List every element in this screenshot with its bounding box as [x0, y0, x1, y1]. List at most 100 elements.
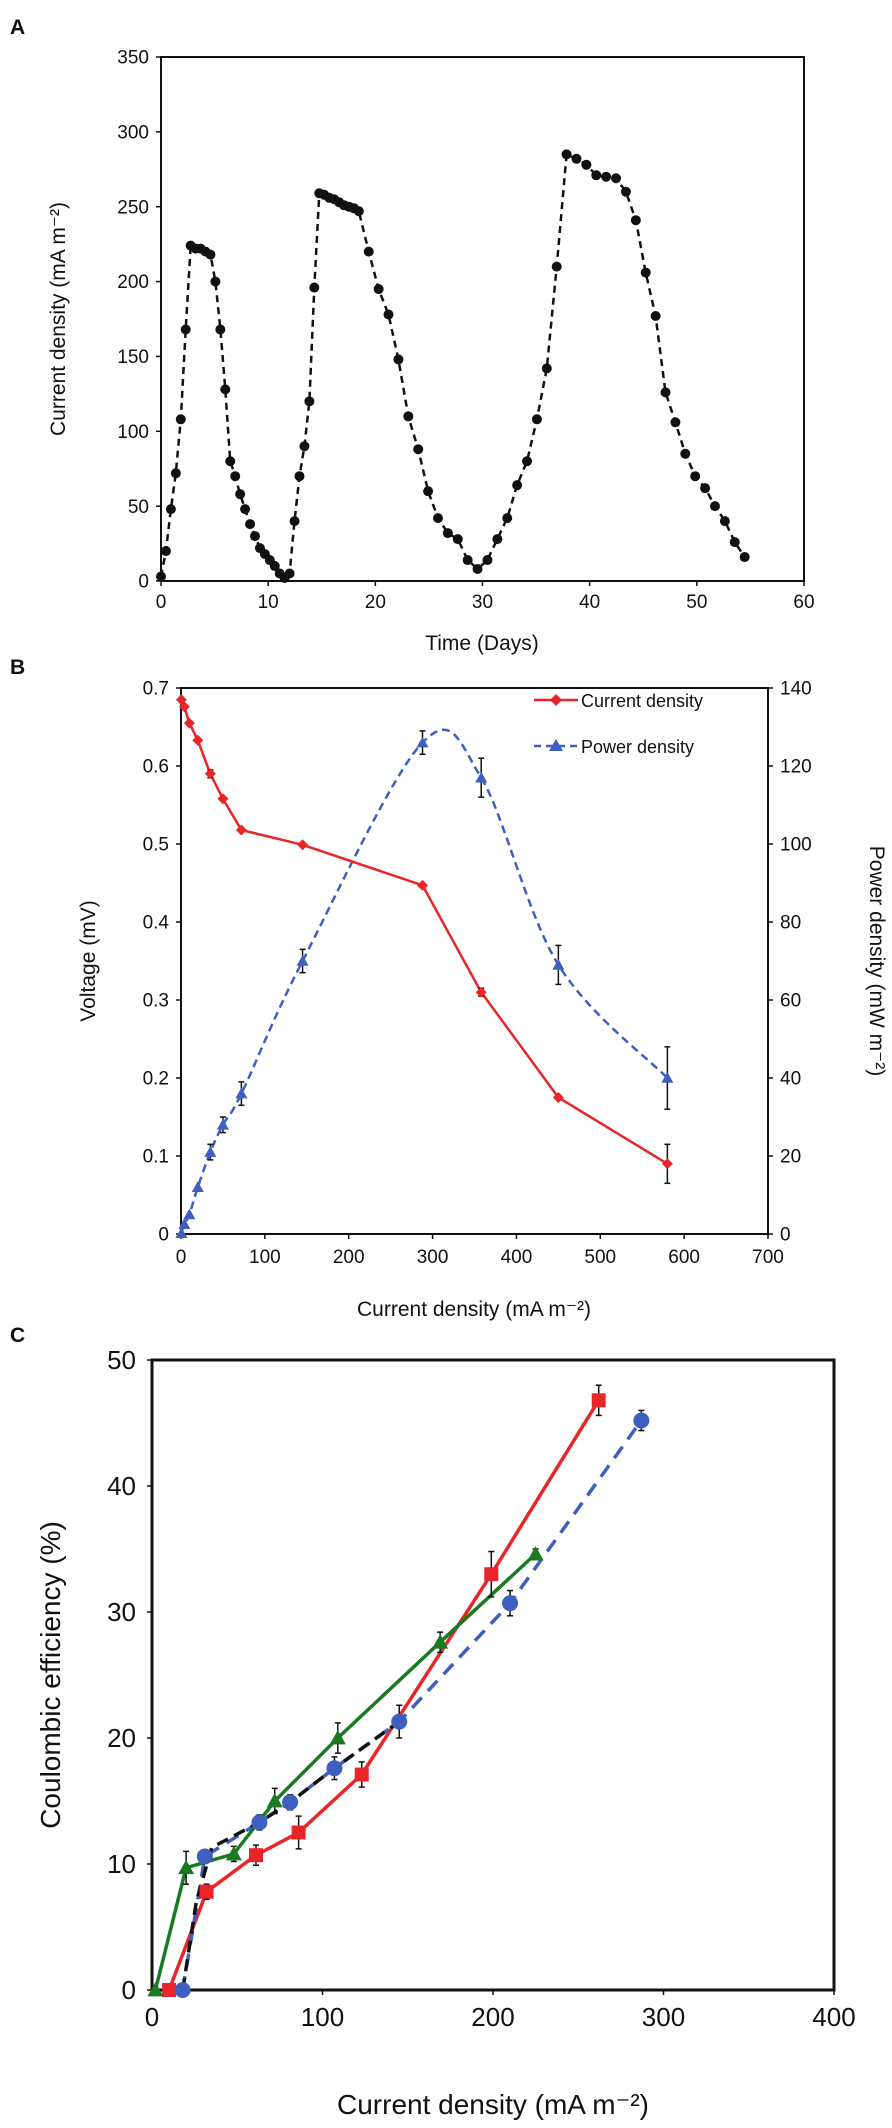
data-point	[294, 471, 305, 482]
chart-c-x-axis-label: Current density (mA m⁻²)	[337, 2089, 649, 2120]
data-point	[304, 396, 315, 407]
current-density-point	[417, 879, 429, 891]
y-tick-label: 100	[117, 422, 149, 443]
y-tick-label: 350	[117, 48, 149, 69]
data-point	[235, 489, 246, 500]
y-tick-label: 200	[117, 272, 149, 293]
y2-tick-label: 140	[780, 679, 812, 700]
data-point	[680, 448, 691, 459]
x-tick-label: 300	[417, 1247, 449, 1268]
x-tick-label: 400	[501, 1247, 533, 1268]
data-point-series-1	[502, 1595, 519, 1612]
series-line-2	[180, 1720, 401, 1991]
x-tick-label: 30	[472, 592, 493, 613]
data-point	[170, 468, 181, 479]
data-point	[650, 311, 661, 322]
data-point-series-1	[196, 1848, 213, 1865]
data-point-series-1	[326, 1760, 343, 1777]
data-point-series-1	[251, 1814, 268, 1831]
data-point	[620, 186, 631, 197]
chart-a-y-ticks: 0 50 100 150 200 250 300 350	[117, 48, 161, 593]
data-point	[393, 354, 404, 365]
chart-a-x-ticks: 0 10 20 30 40 50 60	[156, 581, 815, 613]
power-density-point	[475, 771, 488, 783]
chart-b-plot	[175, 694, 674, 1239]
chart-c-y-axis-label: Coulombic efficiency (%)	[35, 1521, 66, 1829]
y-tick-label: 50	[128, 497, 149, 518]
y2-tick-label: 80	[780, 913, 801, 934]
x-tick-label: 300	[642, 2002, 685, 2032]
data-point	[245, 519, 256, 530]
x-tick-label: 0	[156, 592, 167, 613]
legend-current-density-marker	[550, 694, 562, 706]
data-point-series-1	[633, 1412, 650, 1429]
data-point-series-0	[249, 1848, 264, 1863]
y2-tick-label: 0	[780, 1225, 791, 1246]
data-point	[423, 486, 434, 497]
x-tick-label: 0	[145, 2002, 159, 2032]
x-tick-label: 0	[176, 1247, 187, 1268]
data-point-series-1	[391, 1713, 408, 1730]
data-point-series-3	[527, 1546, 544, 1561]
y-tick-label: 300	[117, 123, 149, 144]
data-point-series-0	[484, 1567, 499, 1582]
x-tick-label: 40	[579, 592, 600, 613]
data-point	[700, 483, 711, 494]
data-point	[719, 516, 730, 527]
data-point	[240, 504, 251, 515]
y-tick-label: 150	[117, 347, 149, 368]
y-tick-label: 0	[158, 1225, 169, 1246]
data-point-series-0	[591, 1393, 606, 1408]
power-density-point	[178, 1218, 191, 1230]
data-point	[739, 552, 750, 563]
chart-c: 0 10 20 30 40 50 0 100 200 300 400 Current densit…	[35, 1345, 856, 2120]
x-tick-label: 200	[333, 1247, 365, 1268]
data-point-series-3	[329, 1730, 346, 1745]
data-point	[522, 456, 533, 467]
chart-b-frame	[180, 687, 769, 1235]
y-tick-label: 0.5	[143, 835, 169, 856]
panel-label-a: A	[10, 16, 25, 39]
data-point	[309, 282, 320, 293]
data-point	[472, 564, 483, 575]
y-tick-label: 0.2	[143, 1069, 169, 1090]
chart-c-plot	[147, 1384, 650, 1998]
chart-b-right-y-ticks: 0 20 40 60 80 100 120 140	[768, 679, 812, 1246]
power-density-point	[175, 1227, 188, 1239]
data-point-series-3	[266, 1793, 283, 1808]
data-point-series-3	[432, 1634, 449, 1649]
y-tick-label: 40	[107, 1471, 136, 1501]
power-density-point	[416, 736, 429, 748]
data-point-series-0	[199, 1884, 214, 1899]
chart-b: 0 0.1 0.2 0.3 0.4 0.5 0.6 0.7 0 20 40 60 80 100 120 14…	[77, 679, 888, 1321]
power-density-point	[296, 955, 309, 966]
x-tick-label: 50	[686, 592, 707, 613]
data-point	[165, 504, 176, 515]
current-density-point	[235, 824, 247, 836]
data-point	[215, 324, 226, 335]
power-density-point	[235, 1087, 248, 1099]
data-point	[210, 276, 221, 287]
data-point	[403, 411, 414, 422]
data-point	[670, 417, 681, 428]
data-point	[180, 324, 191, 335]
data-point-series-3	[147, 1982, 164, 1997]
current-density-point	[297, 839, 309, 851]
x-tick-label: 20	[365, 592, 386, 613]
data-point	[353, 206, 364, 217]
data-point	[729, 537, 740, 548]
data-point-series-0	[354, 1767, 369, 1782]
current-density-point	[217, 793, 229, 805]
y2-tick-label: 40	[780, 1069, 801, 1090]
y-tick-label: 20	[107, 1723, 136, 1753]
series-line-current-density	[159, 152, 746, 580]
chart-a-x-axis-label: Time (Days)	[425, 632, 539, 655]
data-point	[482, 555, 493, 566]
data-point	[630, 215, 641, 226]
chart-c-y-ticks: 0 10 20 30 40 50	[107, 1345, 152, 2005]
data-point	[299, 441, 310, 452]
data-point	[220, 384, 231, 395]
x-tick-label: 60	[793, 592, 814, 613]
y-tick-label: 10	[107, 1849, 136, 1879]
